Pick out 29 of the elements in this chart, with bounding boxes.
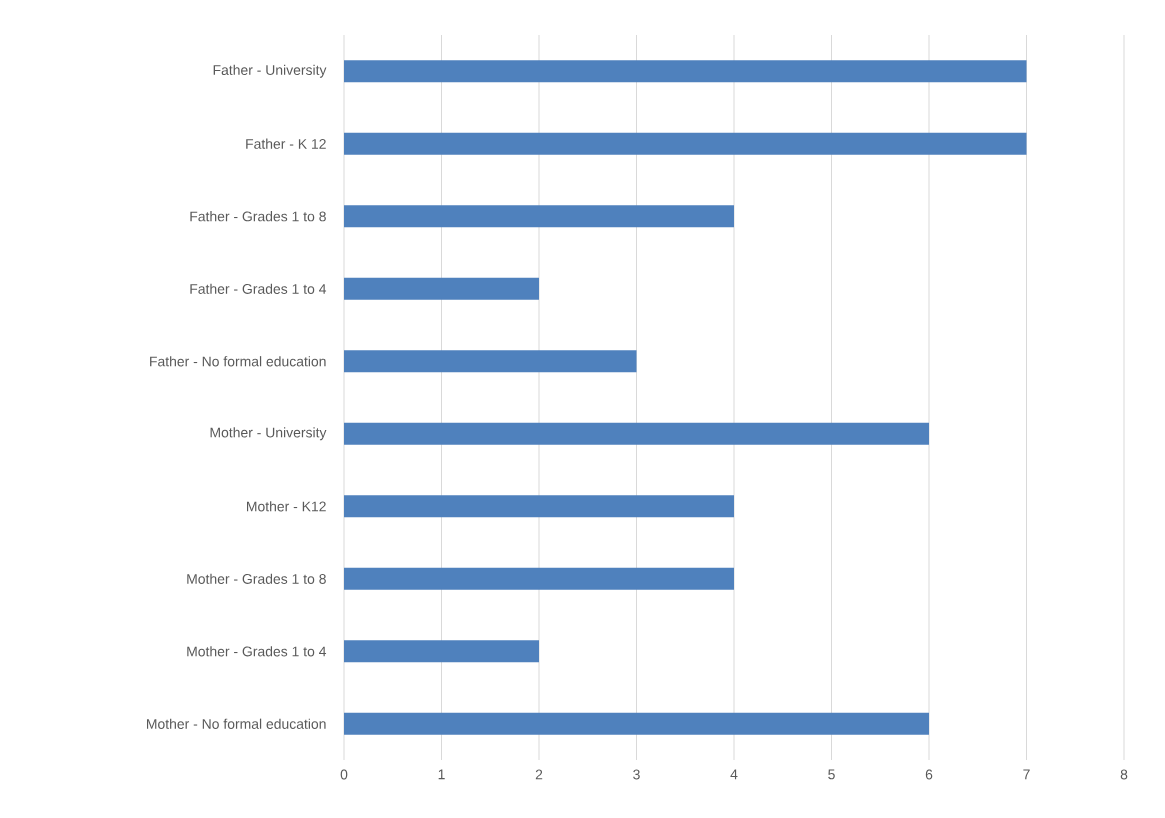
x-tick-label: 1 (438, 769, 445, 780)
bar (344, 422, 930, 445)
bar (344, 277, 539, 300)
y-tick-label: Mother - Grades 1 to 8 (187, 573, 326, 584)
bar (344, 60, 1027, 83)
y-tick-label: Mother - K12 (247, 501, 326, 512)
y-tick-label: Father - University (213, 64, 327, 78)
y-tick-label: Mother - Grades 1 to 4 (187, 646, 327, 657)
bar (344, 712, 930, 735)
bar (344, 350, 637, 373)
x-tick-label: 3 (633, 769, 640, 780)
y-tick-label: Father - Grades 1 to 8 (190, 211, 326, 222)
x-tick-label: 8 (1120, 769, 1128, 780)
y-tick-label: Mother - No formal education (146, 718, 326, 729)
y-tick-label: Mother - University (210, 427, 327, 441)
x-tick-label: 6 (925, 769, 933, 780)
x-tick-label: 5 (828, 769, 835, 780)
x-tick-label: 7 (1023, 769, 1030, 780)
bar (344, 495, 734, 518)
bar (344, 567, 734, 590)
y-tick-label: Father - K 12 (246, 138, 326, 149)
x-tick-label: 2 (535, 769, 543, 780)
y-tick-label: Father - No formal education (150, 356, 326, 367)
bar (344, 205, 734, 228)
x-tick-label: 0 (340, 769, 348, 780)
bar (344, 640, 539, 663)
y-tick-label: Father - Grades 1 to 4 (190, 283, 327, 294)
x-tick-label: 4 (730, 769, 738, 780)
bar (344, 132, 1027, 155)
